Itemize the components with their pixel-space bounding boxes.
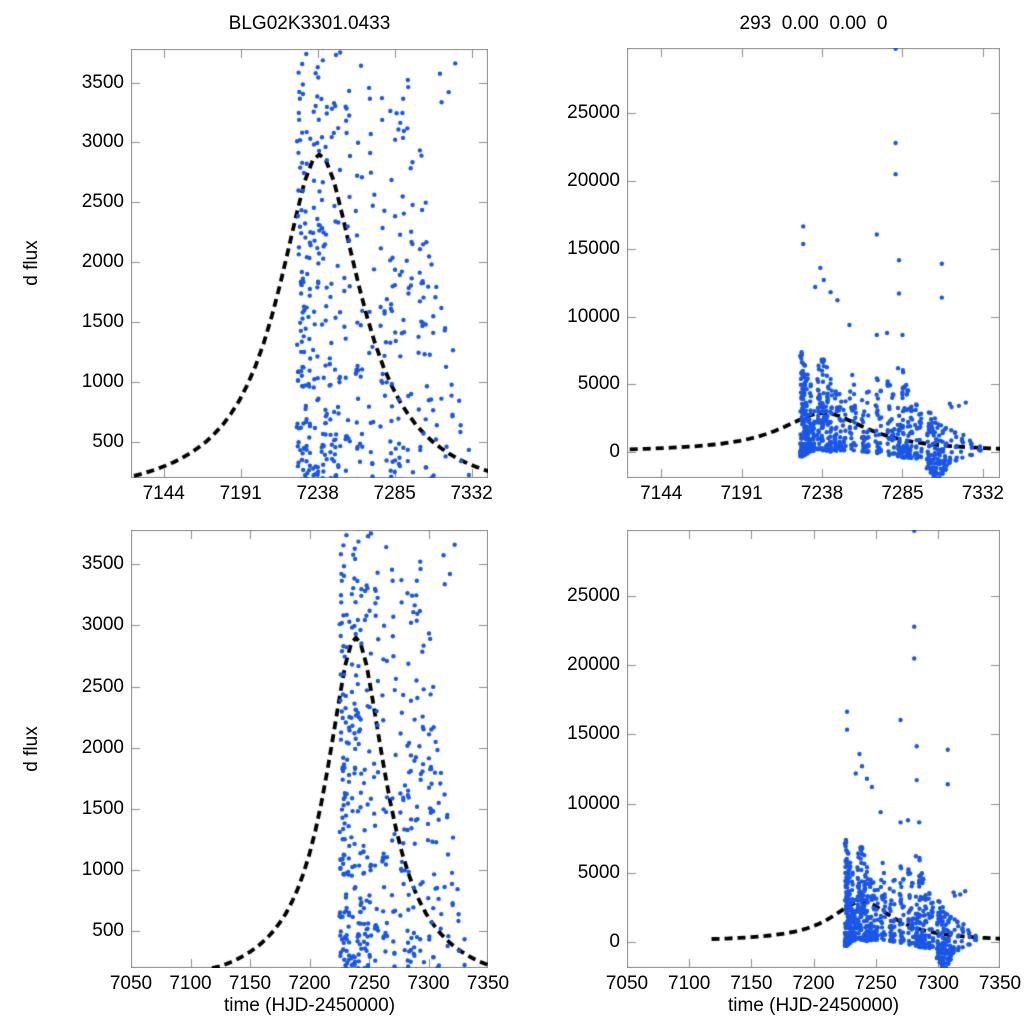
y-axis-label-bottom: d flux xyxy=(21,726,42,772)
y-tick-label: 2500 xyxy=(81,191,124,213)
panel-title-top-right: 293 0.00 0.00 0 xyxy=(739,13,888,34)
y-tick-label: 20000 xyxy=(567,169,620,191)
y-tick-label: 25000 xyxy=(567,102,620,124)
x-tick-label: 7144 xyxy=(142,483,185,504)
x-tick-label: 7250 xyxy=(347,973,391,994)
x-tick-label: 7100 xyxy=(169,973,212,994)
y-tick-label: 15000 xyxy=(567,237,620,259)
y-tick-label: 1000 xyxy=(81,371,124,393)
x-tick-label: 7100 xyxy=(668,973,711,994)
plot-canvas-bottom-left xyxy=(131,530,488,968)
x-axis-label-bottom-right: time (HJD-2450000) xyxy=(727,995,900,1016)
y-tick-label: 2500 xyxy=(81,675,124,697)
x-tick-label: 7144 xyxy=(640,483,683,504)
y-tick-label: 0 xyxy=(609,441,620,463)
x-tick-label: 7332 xyxy=(450,483,493,504)
y-tick-label: 3000 xyxy=(81,131,124,153)
y-tick-label: 10000 xyxy=(567,305,620,327)
x-tick-label: 7332 xyxy=(961,483,1005,504)
x-tick-label: 7285 xyxy=(373,483,416,504)
panel-title-top-left: BLG02K3301.0433 xyxy=(228,13,391,34)
y-tick-label: 2000 xyxy=(81,736,124,758)
x-tick-label: 7150 xyxy=(730,973,773,994)
y-tick-label: 1500 xyxy=(81,797,124,819)
y-tick-label: 25000 xyxy=(567,585,620,607)
plot-canvas-top-left xyxy=(131,49,488,478)
y-tick-label: 2000 xyxy=(81,251,124,273)
y-tick-label: 5000 xyxy=(577,861,620,883)
y-tick-label: 3500 xyxy=(81,553,124,575)
y-axis-label-top: d flux xyxy=(21,240,42,286)
x-tick-label: 7191 xyxy=(720,483,763,504)
y-tick-label: 15000 xyxy=(567,723,620,745)
y-tick-label: 3000 xyxy=(81,614,124,636)
y-tick-label: 20000 xyxy=(567,654,620,676)
x-tick-label: 7050 xyxy=(605,973,649,994)
plot-canvas-bottom-right xyxy=(627,530,1000,968)
x-tick-label: 7238 xyxy=(800,483,844,504)
y-tick-label: 1000 xyxy=(81,859,124,881)
y-tick-label: 500 xyxy=(92,431,124,453)
x-tick-label: 7150 xyxy=(228,973,272,994)
x-tick-label: 7350 xyxy=(978,973,1022,994)
x-tick-label: 7350 xyxy=(466,973,510,994)
y-tick-label: 10000 xyxy=(567,792,620,814)
x-axis-label-bottom-left: time (HJD-2450000) xyxy=(223,995,396,1016)
x-tick-label: 7200 xyxy=(288,973,331,994)
x-tick-label: 7050 xyxy=(109,973,153,994)
x-tick-label: 7300 xyxy=(407,973,450,994)
y-tick-label: 5000 xyxy=(577,373,620,395)
y-tick-label: 1500 xyxy=(81,311,124,333)
x-tick-label: 7300 xyxy=(916,973,959,994)
y-tick-label: 0 xyxy=(609,930,620,952)
y-tick-label: 3500 xyxy=(81,71,124,93)
x-tick-label: 7200 xyxy=(792,973,835,994)
x-tick-label: 7250 xyxy=(854,973,897,994)
y-tick-label: 500 xyxy=(92,920,124,942)
x-tick-label: 7238 xyxy=(296,483,339,504)
plot-canvas-top-right xyxy=(627,48,1000,478)
x-tick-label: 7191 xyxy=(219,483,262,504)
x-tick-label: 7285 xyxy=(881,483,924,504)
